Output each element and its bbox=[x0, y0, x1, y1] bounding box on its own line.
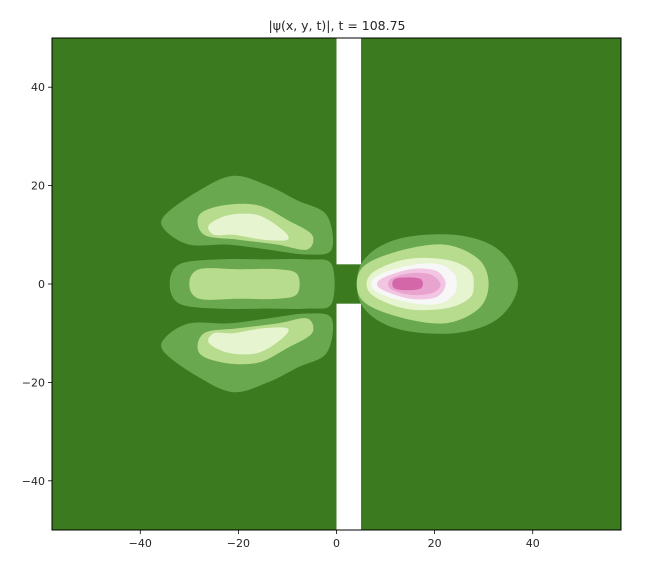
y-tick-label: −20 bbox=[22, 376, 45, 389]
barrier-wall bbox=[336, 38, 362, 530]
contour-left-lobe-bottom-level-3 bbox=[208, 327, 289, 355]
barrier-lower-wall bbox=[336, 303, 362, 530]
y-tick-label: −40 bbox=[22, 475, 45, 488]
contour-left-center-band-level-2 bbox=[189, 268, 300, 300]
x-tick-label: −20 bbox=[227, 537, 250, 550]
x-tick-label: −40 bbox=[129, 537, 152, 550]
plot-area bbox=[51, 37, 622, 531]
barrier-upper-wall bbox=[336, 38, 362, 265]
chart-title: |ψ(x, y, t)|, t = 108.75 bbox=[268, 18, 405, 33]
y-axis: −40 −20 0 20 40 bbox=[22, 81, 52, 488]
contour-right-lobe-peak-level-7 bbox=[392, 277, 423, 291]
contour-layer bbox=[161, 175, 518, 393]
x-axis: −40 −20 0 20 40 bbox=[129, 530, 540, 550]
y-tick-label: 40 bbox=[31, 81, 45, 94]
x-tick-label: 40 bbox=[526, 537, 540, 550]
x-tick-label: 20 bbox=[428, 537, 442, 550]
y-tick-label: 20 bbox=[31, 180, 45, 193]
x-tick-label: 0 bbox=[333, 537, 340, 550]
y-tick-label: 0 bbox=[38, 278, 45, 291]
contour-left-lobe-top-level-3 bbox=[208, 213, 289, 241]
